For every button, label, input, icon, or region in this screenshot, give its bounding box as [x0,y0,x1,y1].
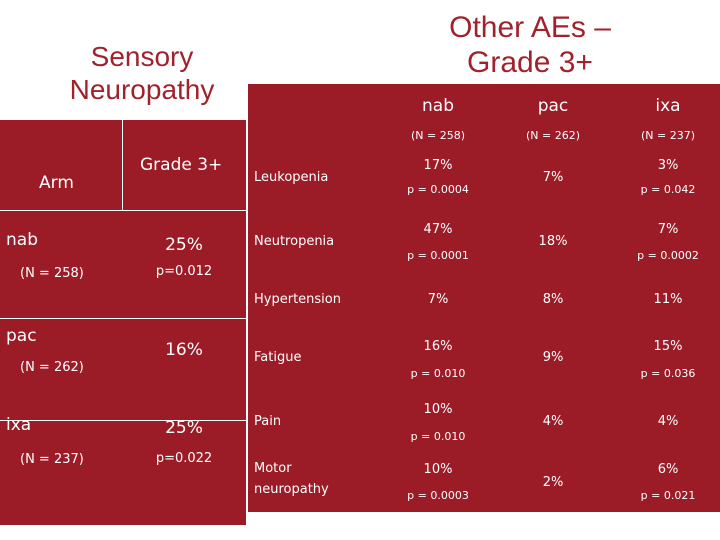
row-motor-neuropathy-pac: 2% [542,475,564,490]
row-leukopenia-nab-p: p = 0.0004 [407,183,469,196]
left-row-ixa-arm: ixa [6,415,32,435]
row-pain-nab-p: p = 0.010 [410,430,466,443]
grade-header: Grade 3+ [140,155,223,175]
left-row-pac-arm: pac [6,326,37,346]
row-leukopenia-ixa-p: p = 0.042 [640,183,696,196]
left-row-pac-n: (N = 262) [20,360,84,375]
left-row-nab-arm: nab [6,230,38,250]
left-row-ixa-value: 25% [165,418,203,438]
row-motor-neuropathy-label: Motor neuropathy [254,461,329,497]
row-motor-neuropathy-ixa-p: p = 0.021 [640,489,696,502]
row-fatigue-pac: 9% [542,350,564,365]
col-header-ixa: ixa [655,96,681,116]
other-aes-title: Other AEs – Grade 3+ [410,10,650,81]
row-motor-neuropathy-ixa: 6% [657,462,679,477]
row-neutropenia-pac: 18% [538,234,568,249]
left-row-ixa-n: (N = 237) [20,452,84,467]
col-header-nab: nab [422,96,454,116]
left-row-nab-value: 25% [165,235,203,255]
left-row-nab-p: p=0.012 [155,264,213,279]
row-neutropenia-label: Neutropenia [254,234,335,249]
row-fatigue-nab: 16% [423,339,453,354]
arm-header: Arm [39,173,74,193]
row-leukopenia-label: Leukopenia [254,170,329,185]
row-pain-label: Pain [254,414,282,429]
row-motor-neuropathy-nab: 10% [423,462,453,477]
col-header-pac: pac [537,96,569,116]
sensory-neuropathy-title-line-1: Sensory [90,41,194,72]
other-aes-title-line-2: Grade 3+ [467,46,593,80]
row-hypertension-pac: 8% [542,292,564,307]
row-motor-neuropathy-nab-p: p = 0.0003 [407,489,469,502]
row-fatigue-nab-p: p = 0.010 [410,367,466,380]
col-header-pac-n: (N = 262) [525,129,581,142]
row-neutropenia-ixa: 7% [657,222,679,237]
row-pain-pac: 4% [542,414,564,429]
row-leukopenia-nab: 17% [423,158,453,173]
row-pain-ixa: 4% [657,414,679,429]
other-aes-title-line-1: Other AEs – [449,11,611,44]
row-hypertension-ixa: 11% [653,292,683,307]
row-hypertension-nab: 7% [427,292,449,307]
sensory-neuropathy-title: Sensory Neuropathy [30,40,254,106]
row-pain-nab: 10% [423,402,453,417]
col-header-ixa-n: (N = 237) [640,129,696,142]
sensory-neuropathy-table: Arm Grade 3+ nab (N = 258) 25% p=0.012 p… [0,120,246,525]
left-row-ixa-p: p=0.022 [155,451,213,466]
col-header-nab-n: (N = 258) [410,129,466,142]
other-aes-table: nab (N = 258) pac (N = 262) ixa (N = 237… [248,84,720,512]
row-neutropenia-nab: 47% [423,222,453,237]
row-neutropenia-nab-p: p = 0.0001 [407,249,469,262]
row-neutropenia-ixa-p: p = 0.0002 [637,249,699,262]
row-fatigue-label: Fatigue [254,350,302,365]
left-row-nab-n: (N = 258) [20,266,84,281]
row-leukopenia-pac: 7% [542,170,564,185]
row-fatigue-ixa: 15% [653,339,683,354]
sensory-neuropathy-title-line-2: Neuropathy [69,74,215,106]
left-row-pac-value: 16% [165,340,203,360]
row-fatigue-ixa-p: p = 0.036 [640,367,696,380]
row-leukopenia-ixa: 3% [657,158,679,173]
row-hypertension-label: Hypertension [254,292,341,307]
